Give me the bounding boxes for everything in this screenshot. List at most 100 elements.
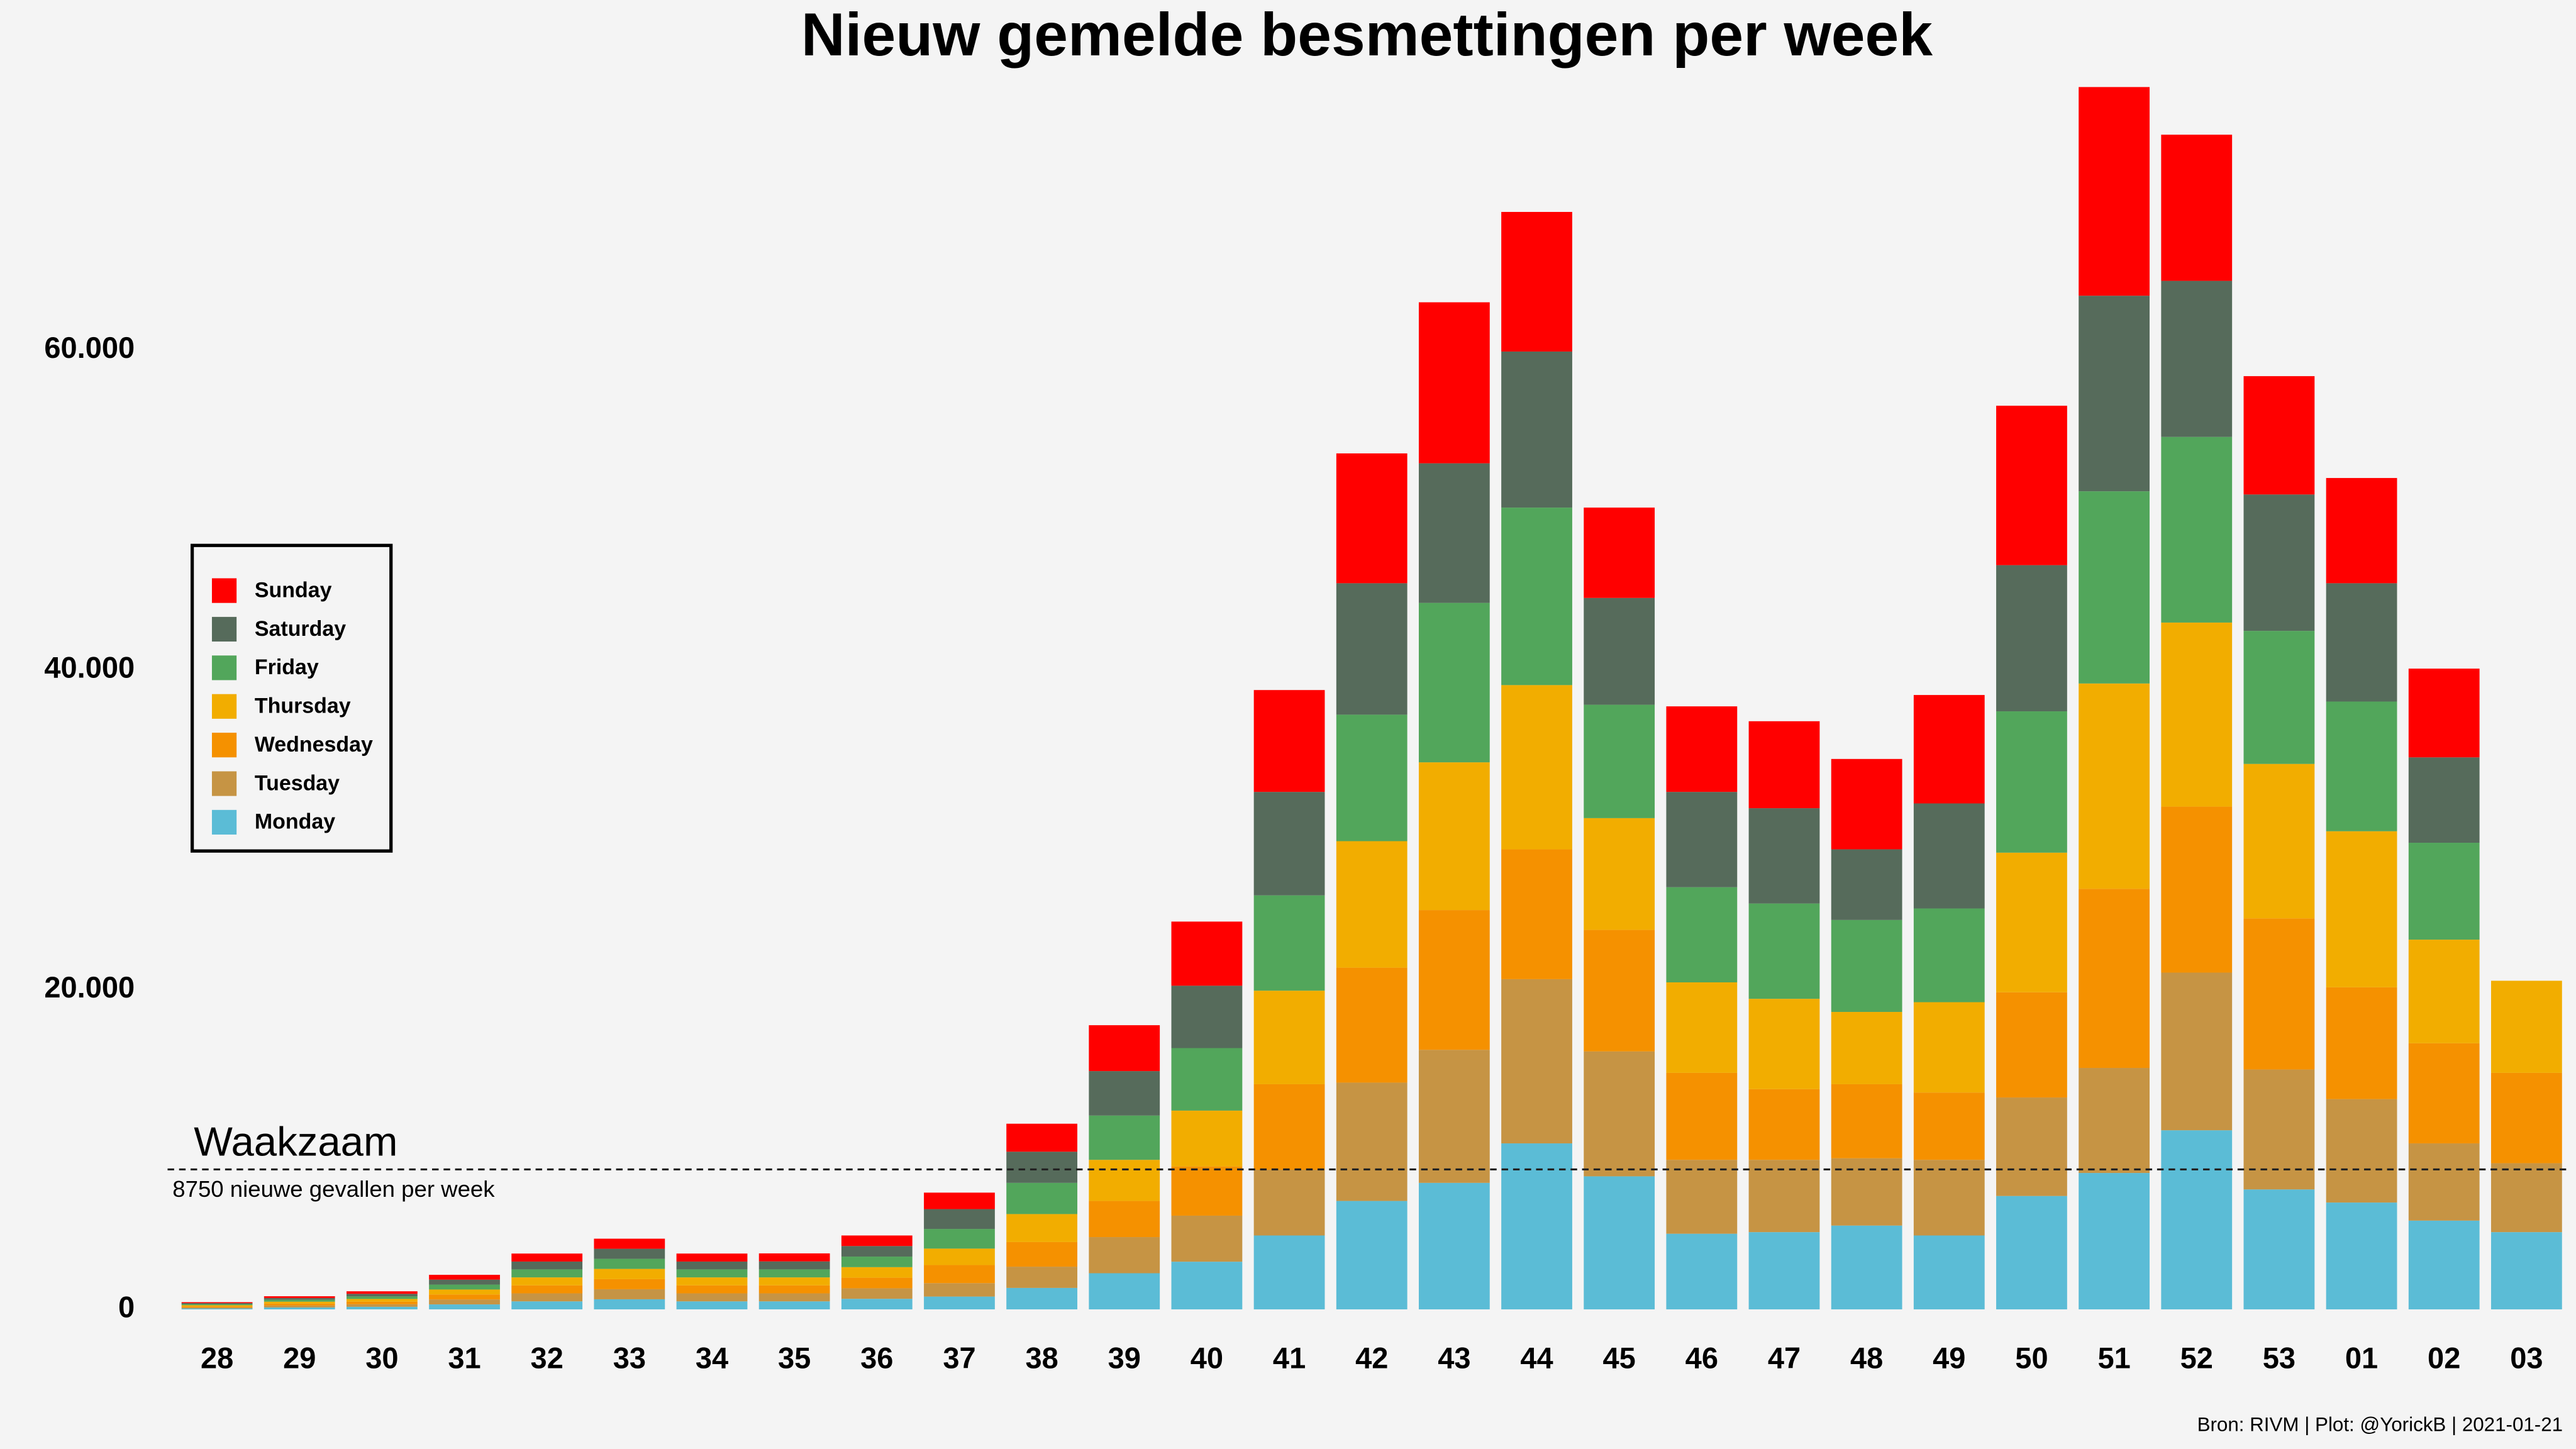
bar-segment xyxy=(2408,1220,2480,1309)
bar-segment xyxy=(511,1261,583,1270)
bar-segment xyxy=(2408,843,2480,940)
bar-segment xyxy=(1418,302,1490,464)
x-tick-label: 36 xyxy=(860,1341,893,1374)
x-tick-label: 33 xyxy=(613,1341,646,1374)
bar-segment xyxy=(1006,1241,1078,1267)
x-tick-label: 34 xyxy=(696,1341,728,1374)
bar-segment xyxy=(1996,565,2067,712)
bar-segment xyxy=(181,1305,253,1307)
bar-segment xyxy=(1584,1176,1655,1309)
bar-segment xyxy=(346,1301,418,1304)
bar-segment xyxy=(1336,967,1407,1083)
bar-segment xyxy=(1996,1097,2067,1196)
bar-segment xyxy=(1006,1123,1078,1152)
bar-segment xyxy=(1006,1287,1078,1309)
bar-segment xyxy=(1666,887,1738,983)
threshold-text: 8750 nieuwe gevallen per week xyxy=(172,1176,495,1202)
bar-segment xyxy=(924,1296,995,1309)
legend-label: Tuesday xyxy=(255,771,340,795)
bar-segment xyxy=(676,1269,748,1278)
bar-segment xyxy=(676,1277,748,1285)
bar-segment xyxy=(676,1261,748,1270)
bar-segment xyxy=(1418,1050,1490,1183)
bar-segment xyxy=(264,1301,335,1304)
legend-swatch xyxy=(211,616,237,642)
bar-segment xyxy=(1666,1233,1738,1309)
bar-segment xyxy=(429,1279,500,1285)
x-tick-label: 45 xyxy=(1603,1341,1636,1374)
bar-segment xyxy=(1501,211,1572,352)
x-tick-label: 31 xyxy=(448,1341,480,1374)
bar-segment xyxy=(429,1304,500,1309)
x-tick-label: 50 xyxy=(2015,1341,2048,1374)
bar-segment xyxy=(758,1293,830,1302)
bar-segment xyxy=(1501,979,1572,1144)
bar-segment xyxy=(1831,1225,1902,1309)
y-tick-label: 40.000 xyxy=(44,650,135,684)
x-tick-label: 32 xyxy=(531,1341,564,1374)
bar-segment xyxy=(2408,1143,2480,1221)
x-tick-label: 03 xyxy=(2510,1341,2543,1374)
bar-segment xyxy=(2326,1099,2397,1203)
bar-segment xyxy=(2408,669,2480,758)
x-tick-label: 02 xyxy=(2428,1341,2460,1374)
bar-segment xyxy=(1501,508,1572,686)
bar-segment xyxy=(264,1305,335,1307)
bar-segment xyxy=(594,1299,665,1309)
bar-segment xyxy=(676,1285,748,1294)
bar-segment xyxy=(264,1303,335,1306)
bar-segment xyxy=(758,1253,830,1262)
legend-label: Thursday xyxy=(255,694,351,718)
bar-segment xyxy=(1253,792,1325,896)
bar-segment xyxy=(1831,1158,1902,1226)
bar-segment xyxy=(758,1285,830,1294)
bar-segment xyxy=(1089,1071,1160,1116)
bar-segment xyxy=(429,1275,500,1280)
bar-segment xyxy=(511,1253,583,1262)
chart-title: Nieuw gemelde besmettingen per week xyxy=(801,1,1933,69)
bar-segment xyxy=(2243,631,2315,764)
bar-segment xyxy=(1089,1115,1160,1160)
legend-label: Saturday xyxy=(255,617,346,641)
bar-segment xyxy=(1253,1169,1325,1236)
x-tick-label: 30 xyxy=(365,1341,398,1374)
bar-segment xyxy=(429,1294,500,1300)
bar-segment xyxy=(1089,1237,1160,1274)
x-tick-label: 37 xyxy=(943,1341,975,1374)
bar-segment xyxy=(924,1209,995,1230)
bar-segment xyxy=(1666,792,1738,887)
bar-segment xyxy=(841,1299,913,1309)
bar-segment xyxy=(2408,757,2480,843)
x-tick-label: 01 xyxy=(2345,1341,2378,1374)
bar-segment xyxy=(1748,999,1820,1089)
bar-segment xyxy=(2161,135,2233,281)
bar-segment xyxy=(2243,376,2315,495)
bar-segment xyxy=(2243,1069,2315,1190)
x-tick-label: 39 xyxy=(1108,1341,1141,1374)
bar-segment xyxy=(264,1299,335,1302)
bar-segment xyxy=(1336,1201,1407,1309)
bar-segment xyxy=(2326,478,2397,584)
x-tick-label: 43 xyxy=(1438,1341,1470,1374)
x-tick-label: 53 xyxy=(2263,1341,2296,1374)
x-tick-label: 42 xyxy=(1355,1341,1388,1374)
bar-segment xyxy=(594,1269,665,1279)
bar-segment xyxy=(1501,1143,1572,1309)
bar-segment xyxy=(1006,1214,1078,1242)
bar-segment xyxy=(346,1291,418,1294)
bar-segment xyxy=(841,1277,913,1289)
bar-segment xyxy=(1418,602,1490,763)
bar-segment xyxy=(2326,583,2397,702)
bar-segment xyxy=(2490,1072,2562,1163)
bar-segment xyxy=(1666,1160,1738,1234)
bar-segment xyxy=(1913,1160,1985,1236)
bar-segment xyxy=(758,1269,830,1278)
legend-swatch xyxy=(211,809,237,835)
bar-segment xyxy=(1253,991,1325,1084)
bar-segment xyxy=(924,1265,995,1284)
bar-segment xyxy=(594,1279,665,1289)
bar-segment xyxy=(511,1285,583,1294)
bar-segment xyxy=(2243,763,2315,919)
bar-segment xyxy=(1996,852,2067,992)
bar-segment xyxy=(1089,1201,1160,1238)
